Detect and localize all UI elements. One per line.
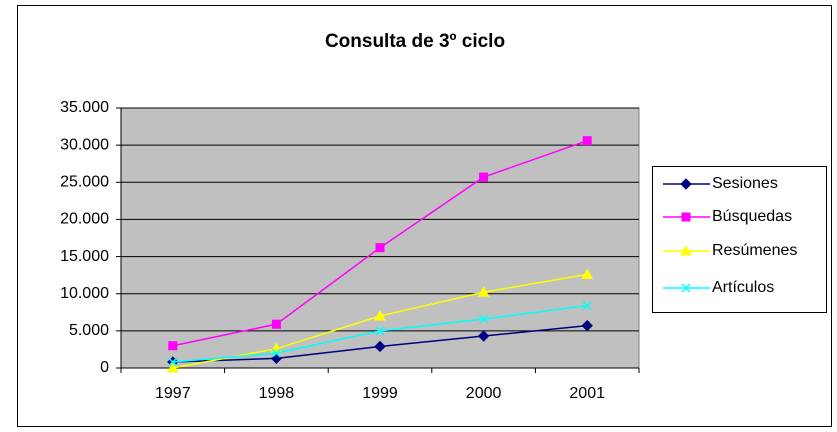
legend-label: Resúmenes <box>712 242 797 259</box>
y-tick-label: 0 <box>100 359 109 376</box>
marker <box>581 268 594 279</box>
marker <box>582 136 592 146</box>
legend-marker <box>680 244 692 256</box>
y-tick-label: 30.000 <box>60 136 109 153</box>
legend-marker <box>681 283 691 293</box>
marker <box>374 309 386 321</box>
plot-area <box>120 107 640 369</box>
legend-label: Artículos <box>712 279 774 296</box>
chart-title: Consulta de 3º ciclo <box>325 31 505 52</box>
y-tick-label: 15.000 <box>60 248 109 265</box>
y-tick-label: 25.000 <box>60 174 109 191</box>
marker <box>168 341 178 351</box>
marker <box>375 326 385 336</box>
legend-label: Sesiones <box>712 175 778 192</box>
marker <box>271 319 281 329</box>
x-tick-label: 2000 <box>466 385 502 402</box>
marker <box>479 314 489 324</box>
legend-label: Búsquedas <box>712 208 792 225</box>
x-tick-label: 1997 <box>155 385 191 402</box>
y-tick-label: 20.000 <box>60 211 109 228</box>
y-tick-label: 10.000 <box>60 285 109 302</box>
legend-marker <box>681 212 691 222</box>
marker <box>582 301 592 311</box>
legend-marker <box>680 178 692 190</box>
marker <box>479 172 489 182</box>
x-tick-label: 2001 <box>569 385 605 402</box>
marker <box>168 357 178 367</box>
marker <box>581 319 593 332</box>
y-tick-label: 35.000 <box>60 99 109 116</box>
marker <box>477 330 490 342</box>
marker <box>375 243 385 253</box>
x-tick-label: 1999 <box>362 385 398 402</box>
marker <box>271 348 281 358</box>
marker <box>166 361 179 373</box>
y-tick-label: 5.000 <box>69 322 109 339</box>
marker <box>374 340 386 353</box>
x-tick-label: 1998 <box>259 385 295 402</box>
marker <box>477 286 490 297</box>
